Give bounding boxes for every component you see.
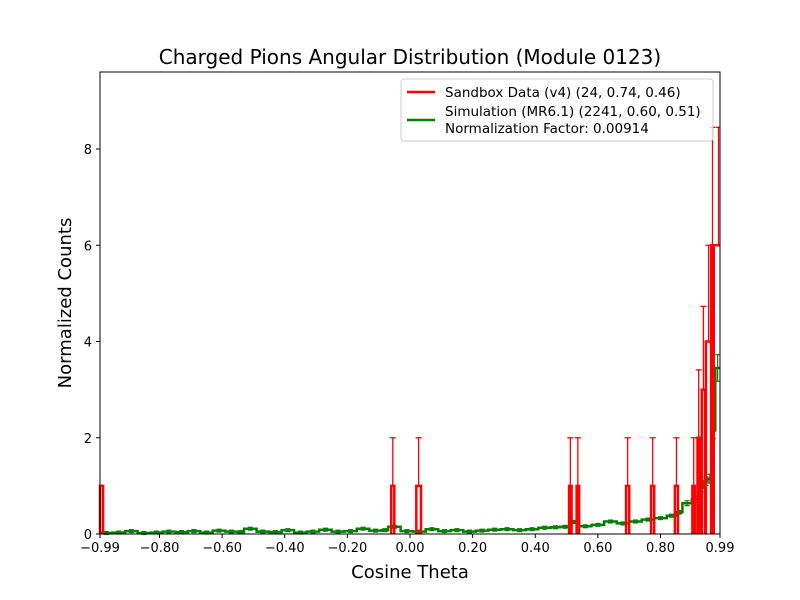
legend-label-sandbox-data: Sandbox Data (v4) (24, 0.74, 0.46) <box>445 85 681 101</box>
sandbox-data-bin <box>673 484 680 534</box>
legend: Sandbox Data (v4) (24, 0.74, 0.46) Simul… <box>400 78 714 142</box>
x-tick-label: 0.80 <box>646 541 675 556</box>
y-axis-label: Normalized Counts <box>55 218 76 389</box>
y-tick-label: 0 <box>84 528 92 543</box>
sandbox-data-bin <box>575 484 581 534</box>
x-tick-label: 0.99 <box>706 541 735 556</box>
legend-box <box>400 78 714 142</box>
x-tick-label: 0.20 <box>458 541 487 556</box>
y-tick-label: 4 <box>84 336 92 351</box>
y-tick-label: 8 <box>84 143 92 158</box>
sandbox-data-bin <box>691 484 697 534</box>
x-tick-label: −0.60 <box>202 541 242 556</box>
x-tick-label: −0.40 <box>265 541 305 556</box>
x-tick-label: −0.99 <box>80 541 120 556</box>
y-tick-label: 6 <box>84 239 92 254</box>
legend-label-simulation: Simulation (MR6.1) (2241, 0.60, 0.51) <box>445 104 701 120</box>
sandbox-data-bin <box>624 484 631 534</box>
y-axis: 0 2 4 6 8 <box>84 143 100 543</box>
sandbox-data-bin <box>389 484 396 534</box>
plot-area <box>98 126 721 536</box>
sandbox-data-bin <box>567 484 573 534</box>
x-tick-label: 0.60 <box>583 541 612 556</box>
series-sandbox-data <box>98 126 720 534</box>
x-tick-label: −0.80 <box>140 541 180 556</box>
sandbox-data-bin <box>712 244 720 534</box>
x-axis: −0.99 −0.80 −0.60 −0.40 −0.20 0.00 0.20 0.40 0.6… <box>80 534 734 556</box>
sandbox-data-bin <box>696 436 702 534</box>
sandbox-data-bin <box>415 484 423 534</box>
x-axis-label: Cosine Theta <box>351 562 469 583</box>
legend-label-normalization: Normalization Factor: 0.00914 <box>445 121 649 137</box>
x-tick-label: 0.40 <box>521 541 550 556</box>
x-tick-label: −0.20 <box>327 541 367 556</box>
chart-title: Charged Pions Angular Distribution (Modu… <box>159 45 661 69</box>
x-tick-label: 0.00 <box>396 541 425 556</box>
y-tick-label: 2 <box>84 432 92 447</box>
sandbox-data-bin <box>649 484 656 534</box>
